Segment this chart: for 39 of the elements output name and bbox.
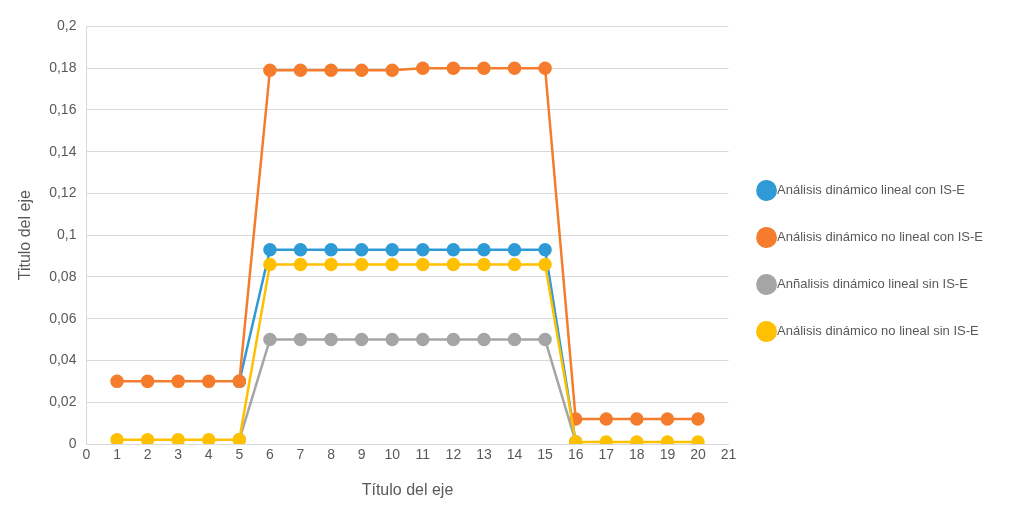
x-tick-label: 5 bbox=[235, 446, 244, 463]
x-tick-label: 1 bbox=[113, 446, 122, 463]
x-tick-label: 12 bbox=[445, 446, 462, 463]
y-tick-label: 0,02 bbox=[49, 393, 77, 410]
legend-label: Análisis dinámico no lineal con IS-E bbox=[777, 229, 984, 245]
y-tick-label: 0,06 bbox=[49, 309, 77, 326]
legend-label: Análisis dinámico no lineal sin IS-E bbox=[777, 323, 979, 339]
x-tick-label: 10 bbox=[384, 446, 401, 463]
x-tick-label: 16 bbox=[567, 446, 584, 463]
x-tick-label: 21 bbox=[720, 446, 737, 463]
y-tick-label: 0,18 bbox=[49, 59, 77, 76]
x-tick-label: 7 bbox=[296, 446, 305, 463]
x-tick-label: 3 bbox=[174, 446, 183, 463]
y-tick-label: 0,2 bbox=[56, 17, 77, 34]
x-tick-label: 0 bbox=[82, 446, 91, 463]
y-tick-label: 0,12 bbox=[49, 184, 77, 201]
x-tick-label: 11 bbox=[415, 446, 431, 463]
x-tick-label: 4 bbox=[204, 446, 213, 463]
x-tick-label: 6 bbox=[266, 446, 275, 463]
y-tick-label: 0,1 bbox=[56, 226, 77, 243]
x-tick-label: 19 bbox=[659, 446, 676, 463]
x-tick-label: 17 bbox=[598, 446, 615, 463]
legend-label: Anñalisis dinámico lineal sin IS-E bbox=[777, 276, 969, 292]
x-axis-title: Título del eje bbox=[361, 480, 454, 498]
legend-label: Análisis dinámico lineal con IS-E bbox=[777, 182, 966, 198]
x-tick-label: 13 bbox=[476, 446, 492, 463]
y-tick-label: 0,04 bbox=[49, 351, 77, 368]
x-tick-label: 15 bbox=[537, 446, 554, 463]
y-tick-label: 0,14 bbox=[49, 142, 77, 159]
y-tick-label: 0,08 bbox=[49, 267, 77, 284]
x-tick-label: 9 bbox=[357, 446, 366, 463]
x-tick-label: 8 bbox=[327, 446, 336, 463]
x-tick-label: 14 bbox=[506, 446, 523, 463]
y-tick-label: 0 bbox=[68, 434, 77, 451]
x-tick-label: 20 bbox=[690, 446, 706, 463]
y-tick-label: 0,16 bbox=[49, 100, 77, 117]
x-tick-label: 18 bbox=[629, 446, 645, 463]
y-axis-title: Titulo del eje bbox=[16, 190, 34, 281]
x-tick-label: 2 bbox=[143, 446, 152, 463]
